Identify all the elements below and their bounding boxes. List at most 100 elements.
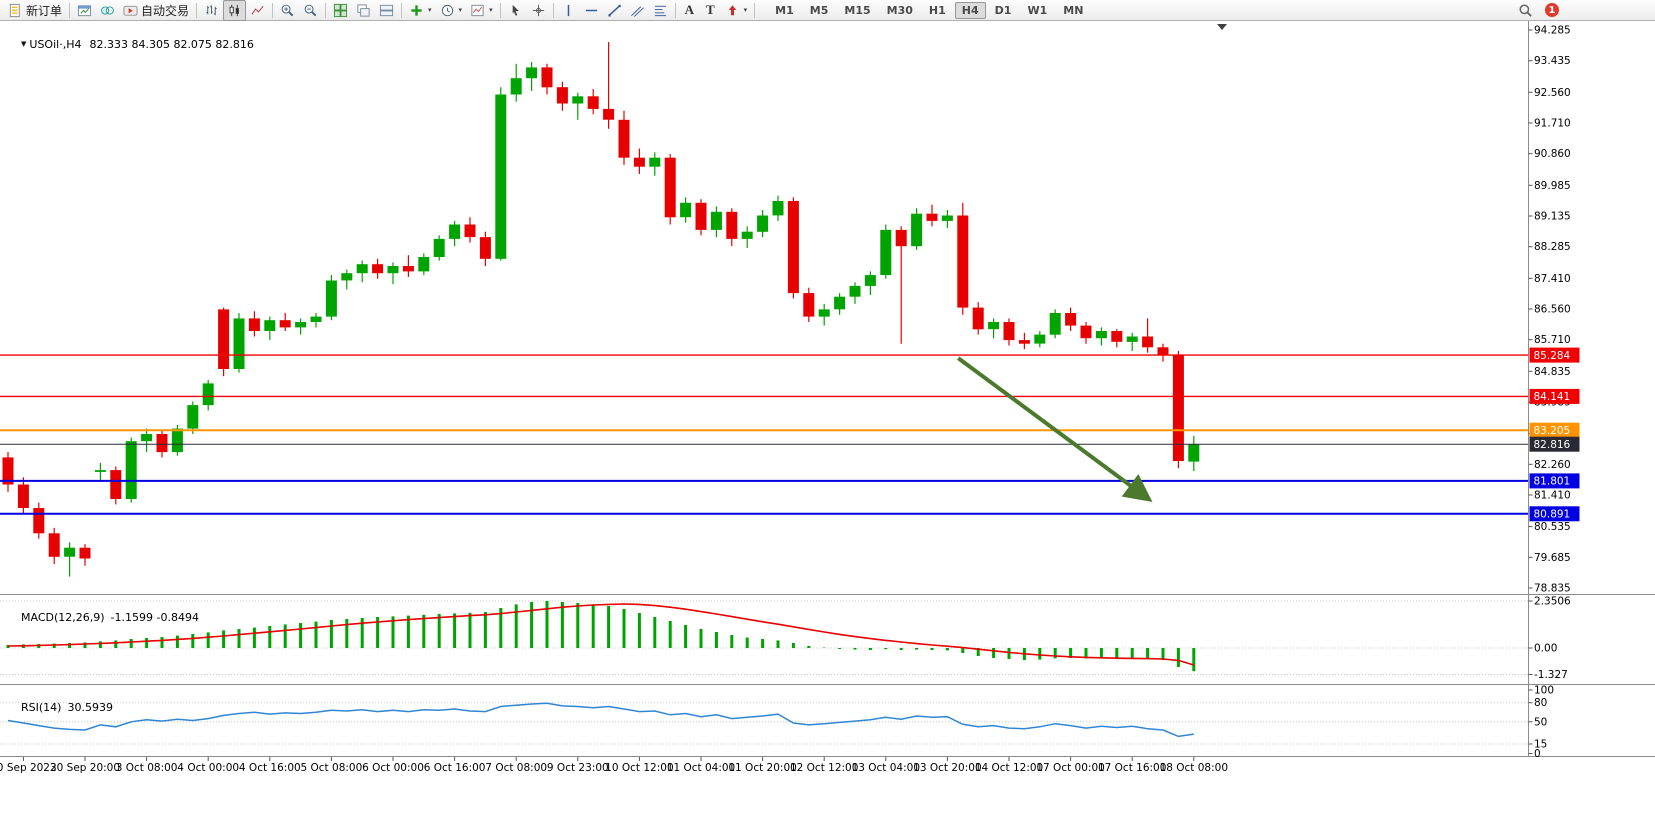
price-scale-label: 80.535	[1534, 521, 1571, 533]
zoom-out-button[interactable]	[299, 0, 322, 21]
candle-body	[402, 266, 414, 272]
cascade-windows-button[interactable]	[352, 0, 375, 21]
rsi-title: RSI(14)	[21, 701, 62, 714]
timeframe-button-w1[interactable]: W1	[1027, 3, 1048, 17]
time-axis-label: 7 Oct 08:00	[485, 762, 547, 774]
cursor-button[interactable]	[504, 0, 527, 21]
channel-button[interactable]	[626, 0, 649, 21]
time-axis-label: 30 Sep 2022	[0, 762, 57, 774]
search-button[interactable]	[1514, 0, 1537, 21]
horizontal-line-button[interactable]	[580, 0, 603, 21]
candle-body	[603, 108, 615, 120]
text-label-tool-icon: T	[705, 2, 715, 17]
macd-title: MACD(12,26,9)	[21, 611, 105, 624]
candle-body	[125, 441, 137, 499]
zoom-in-button[interactable]	[276, 0, 299, 21]
auto-trading-button[interactable]: 自动交易	[119, 0, 193, 21]
candle-body	[618, 119, 630, 158]
candle-body	[1018, 340, 1030, 344]
candle-body	[695, 202, 707, 230]
price-scale-label: 81.410	[1534, 490, 1571, 502]
price-scale-label: 82.260	[1534, 459, 1571, 471]
trendline-button[interactable]	[603, 0, 626, 21]
time-axis-label: 11 Oct 20:00	[728, 762, 796, 774]
timeframe-button-m1[interactable]: M1	[775, 3, 794, 17]
toolbar-separator	[754, 2, 756, 18]
timeframe-button-h1[interactable]: H1	[928, 3, 946, 17]
arrows-tool-button[interactable]: ▾	[721, 0, 752, 21]
macd-panel-label: MACD(12,26,9) -1.1599 -0.8494	[7, 598, 199, 637]
timeframe-menu-button[interactable]: ▾	[436, 0, 467, 21]
rsi-panel-label: RSI(14) 30.5939	[7, 688, 113, 727]
timeframe-button-m5[interactable]: M5	[809, 3, 829, 17]
tile-windows-button[interactable]	[329, 0, 352, 21]
candlestick-chart-button[interactable]	[223, 0, 247, 21]
crosshair-button[interactable]	[527, 0, 550, 21]
timeframe-button-d1[interactable]: D1	[994, 3, 1012, 17]
price-tag	[1529, 347, 1580, 363]
indicators-icon	[411, 4, 422, 16]
split-windows-icon	[379, 4, 394, 16]
price-scale-label: 91.710	[1534, 118, 1571, 130]
fibonacci-button[interactable]	[649, 0, 672, 21]
candle-body	[449, 224, 461, 239]
candle-body	[33, 508, 45, 534]
time-axis[interactable]	[0, 757, 1655, 782]
new-order-button[interactable]: 新订单	[4, 0, 66, 21]
templates-button[interactable]: ▾	[466, 0, 497, 21]
time-axis-label: 30 Sep 20:00	[50, 762, 120, 774]
candle-body	[79, 547, 91, 559]
price-scale-label: 92.560	[1534, 87, 1571, 99]
line-chart-button[interactable]	[246, 0, 269, 21]
candle-body	[510, 78, 522, 95]
time-axis-label: 17 Oct 16:00	[1098, 762, 1166, 774]
chart-window-icon	[77, 4, 92, 16]
candle-body	[1126, 336, 1138, 342]
chart-shift-marker[interactable]	[1217, 24, 1227, 30]
timeframe-button-h4[interactable]: H4	[954, 1, 986, 19]
timeframe-button-m30[interactable]: M30	[886, 3, 913, 17]
indicators-button[interactable]: ▾	[405, 0, 436, 21]
clock-icon	[441, 4, 453, 16]
bar-chart-button[interactable]	[200, 0, 223, 21]
chart-ohlc-header: ▼ USOil·,H4 82.333 84.305 82.075 82.816	[7, 25, 254, 64]
trend-arrow-annotation[interactable]	[957, 356, 1153, 502]
text-tool-button[interactable]: A	[679, 0, 700, 21]
candle-body	[1172, 354, 1184, 461]
price-tag	[1529, 388, 1580, 404]
candle-body	[264, 320, 276, 331]
time-axis-label: 11 Oct 04:00	[667, 762, 735, 774]
time-axis-label: 5 Oct 08:00	[301, 762, 363, 774]
candle-body	[572, 96, 584, 104]
candle-body	[818, 309, 830, 317]
vertical-line-button[interactable]	[557, 0, 580, 21]
split-windows-button[interactable]	[375, 0, 398, 21]
rsi-value: 30.5939	[67, 701, 113, 714]
candle-body	[171, 428, 183, 453]
candle-body	[664, 157, 676, 218]
timeframe-button-mn[interactable]: MN	[1063, 3, 1084, 17]
bar-chart-icon	[206, 4, 217, 15]
time-axis-label: 18 Oct 08:00	[1160, 762, 1228, 774]
candle-body	[325, 280, 337, 317]
text-label-tool-button[interactable]: T	[700, 0, 721, 21]
profiles-button[interactable]	[96, 0, 119, 21]
template-icon	[471, 4, 484, 16]
horizontal-line-icon	[585, 9, 597, 11]
one-click-trading-icon[interactable]: ▼	[21, 40, 27, 48]
price-tag	[1529, 422, 1580, 438]
price-tag-label: 84.141	[1534, 391, 1571, 403]
rsi-scale-label: 80	[1534, 697, 1547, 709]
candle-body	[17, 484, 29, 508]
notification-badge[interactable]: 1	[1545, 3, 1559, 17]
equidistant-channel-icon	[630, 5, 644, 17]
time-axis-label: 14 Oct 12:00	[975, 762, 1043, 774]
candle-body	[64, 547, 76, 557]
new-chart-button[interactable]	[73, 0, 96, 21]
candle-body	[1157, 347, 1169, 355]
candle-body	[587, 96, 599, 109]
trendline-icon	[607, 4, 621, 16]
timeframe-button-m15[interactable]: M15	[844, 3, 871, 17]
